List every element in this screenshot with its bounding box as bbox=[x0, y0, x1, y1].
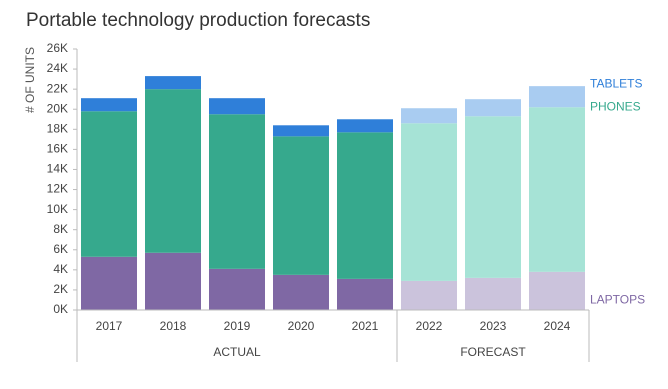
bar-segment bbox=[465, 277, 521, 310]
bar-segment bbox=[401, 123, 457, 281]
group-label: ACTUAL bbox=[213, 345, 261, 359]
bar-segment bbox=[145, 252, 201, 310]
bar-segment bbox=[273, 274, 329, 310]
x-tick-label: 2021 bbox=[352, 319, 379, 333]
y-tick-label: 26K bbox=[47, 41, 68, 55]
series-label: LAPTOPS bbox=[590, 293, 645, 307]
y-tick-label: 8K bbox=[53, 222, 68, 236]
bar-segment bbox=[273, 125, 329, 137]
bar-segment bbox=[337, 119, 393, 133]
y-tick-label: 24K bbox=[47, 61, 68, 75]
y-axis-label: # OF UNITS bbox=[23, 47, 37, 113]
bar-segment bbox=[337, 278, 393, 310]
y-tick-label: 12K bbox=[47, 182, 68, 196]
bar-segment bbox=[465, 99, 521, 117]
y-tick-label: 6K bbox=[53, 242, 68, 256]
x-tick-label: 2017 bbox=[96, 319, 123, 333]
x-tick-label: 2022 bbox=[416, 319, 443, 333]
y-tick-label: 0K bbox=[53, 302, 68, 316]
bar-segment bbox=[529, 86, 585, 108]
bar-segment bbox=[337, 132, 393, 279]
y-tick-label: 22K bbox=[47, 81, 68, 95]
y-tick-label: 16K bbox=[47, 142, 68, 156]
bar-segment bbox=[529, 107, 585, 272]
bar-segment bbox=[529, 271, 585, 310]
series-label: PHONES bbox=[590, 99, 641, 113]
bar-segment bbox=[81, 98, 137, 112]
x-tick-label: 2023 bbox=[480, 319, 507, 333]
y-tick-label: 4K bbox=[53, 262, 68, 276]
bar-segment bbox=[81, 111, 137, 257]
bar-segment bbox=[145, 89, 201, 253]
series-label: TABLETS bbox=[590, 76, 642, 90]
bar-segment bbox=[81, 256, 137, 310]
bar-segment bbox=[273, 136, 329, 275]
chart-title: Portable technology production forecasts bbox=[26, 10, 370, 31]
y-tick-label: 2K bbox=[53, 282, 68, 296]
y-tick-label: 14K bbox=[47, 162, 68, 176]
bar-segment bbox=[209, 268, 265, 310]
y-tick-label: 10K bbox=[47, 202, 68, 216]
bar-segment bbox=[401, 280, 457, 310]
x-tick-label: 2020 bbox=[288, 319, 315, 333]
group-label: FORECAST bbox=[460, 345, 526, 359]
bar-segment bbox=[401, 108, 457, 124]
y-tick-label: 20K bbox=[47, 101, 68, 115]
bar-segment bbox=[209, 98, 265, 115]
x-tick-label: 2018 bbox=[160, 319, 187, 333]
x-tick-label: 2024 bbox=[544, 319, 571, 333]
y-tick-label: 18K bbox=[47, 121, 68, 135]
bar-segment bbox=[209, 114, 265, 269]
x-tick-label: 2019 bbox=[224, 319, 251, 333]
bar-segment bbox=[465, 116, 521, 278]
bar-segment bbox=[145, 76, 201, 90]
